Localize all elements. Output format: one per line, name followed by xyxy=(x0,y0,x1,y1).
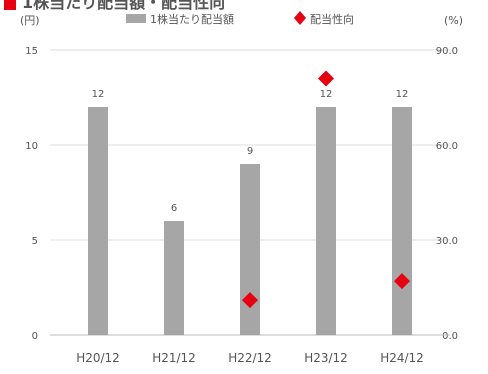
left-tick-label: 10 xyxy=(25,141,38,152)
right-tick-label: 60.0 xyxy=(436,141,458,152)
dividend-bar xyxy=(392,107,412,335)
left-tick-label: 15 xyxy=(25,46,38,57)
bar-value-label: 6 xyxy=(171,203,177,214)
legend-marker-label: 配当性向 xyxy=(310,12,354,26)
payout-ratio-marker xyxy=(318,70,334,87)
payout-markers xyxy=(242,70,410,309)
dividend-bar xyxy=(164,221,184,335)
x-tick-label: H23/12 xyxy=(304,351,348,365)
x-tick-label: H21/12 xyxy=(152,351,196,365)
dividend-bar xyxy=(316,107,336,335)
x-tick-label: H24/12 xyxy=(380,351,424,365)
legend-marker-icon xyxy=(294,11,306,25)
legend-bar-swatch xyxy=(126,14,146,23)
right-tick-label: 0.0 xyxy=(442,331,458,342)
title-marker xyxy=(4,0,16,10)
left-tick-label: 5 xyxy=(32,236,38,247)
x-axis-labels: H20/12 H21/12 H22/12 H23/12 H24/12 xyxy=(76,351,424,365)
bars: 12 6 9 12 12 xyxy=(88,89,412,335)
dividend-bar xyxy=(240,164,260,335)
payout-ratio-marker xyxy=(394,273,410,290)
legend-bar-label: 1株当たり配当額 xyxy=(150,12,234,26)
legend: 1株当たり配当額 配当性向 xyxy=(126,11,354,26)
bar-value-label: 9 xyxy=(247,146,253,157)
payout-ratio-marker xyxy=(242,292,258,309)
left-tick-label: 0 xyxy=(32,331,38,342)
x-tick-label: H20/12 xyxy=(76,351,120,365)
right-tick-label: 90.0 xyxy=(436,46,458,57)
dividend-bar xyxy=(88,107,108,335)
bar-value-label: 12 xyxy=(396,89,409,100)
left-axis-unit: (円) xyxy=(20,14,40,27)
chart-title: 1株当たり配当額・配当性向 xyxy=(22,0,225,12)
bar-value-label: 12 xyxy=(320,89,333,100)
bar-value-label: 12 xyxy=(92,89,105,100)
x-tick-label: H22/12 xyxy=(228,351,272,365)
right-axis-unit: (%) xyxy=(444,14,463,27)
right-tick-label: 30.0 xyxy=(436,236,458,247)
